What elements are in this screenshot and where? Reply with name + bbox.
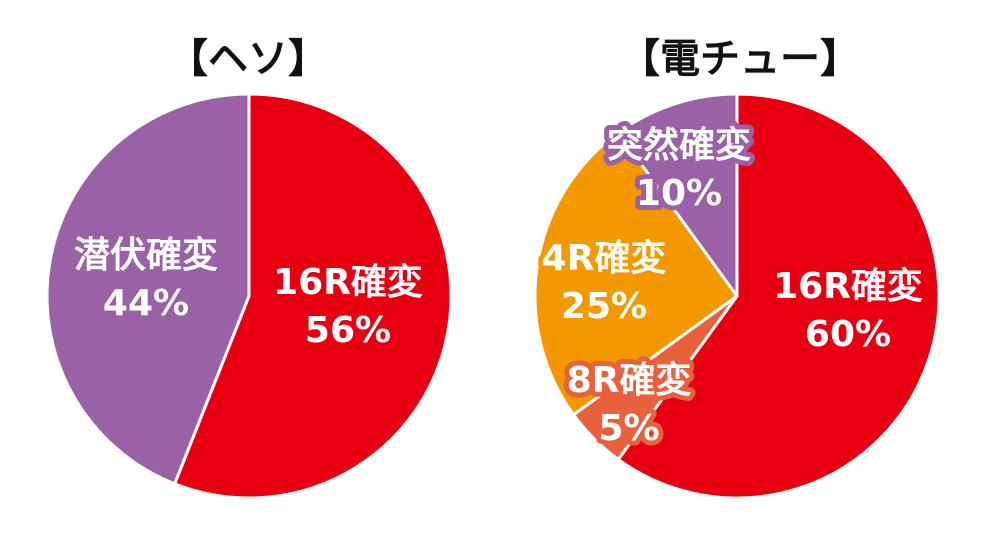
slice-value-text-halo-1-1: 5%: [598, 408, 659, 449]
slice-label-0-1: 潜伏確変 44%: [74, 234, 218, 324]
slice-label-text-halo-1-1: 8R確変: [567, 359, 692, 401]
slice-label-0-0: 16R確変 56%: [273, 261, 423, 351]
pie-slice-0-1: [45, 92, 251, 486]
pie-slice-1-2: [533, 131, 739, 417]
slice-label-1-0: 16R確変 60%: [773, 265, 923, 355]
slice-value-text-halo-1-3: 10%: [636, 173, 722, 214]
slice-value-text-0-1: 44%: [103, 283, 189, 324]
slice-label-text-halo-1-2: 4R確変: [542, 237, 667, 279]
slice-value-text-1-3: 10%: [636, 173, 722, 214]
slice-label-text-0-1: 潜伏確変: [74, 234, 218, 276]
slice-label-text-halo-1-3: 突然確変: [607, 124, 751, 166]
slice-label-text-1-3: 突然確変: [607, 124, 751, 166]
slice-value-text-halo-1-2: 25%: [561, 286, 647, 327]
slice-value-text-1-0: 60%: [805, 314, 891, 355]
slice-label-text-1-2: 4R確変: [542, 237, 667, 279]
pie-chart-1: 16R確変60%8R確変8R確変5%5%4R確変4R確変25%25%突然確変突然…: [533, 92, 941, 500]
chart-title-denchu: 【電チュー】: [620, 36, 860, 82]
slice-label-text-1-1: 8R確変: [567, 359, 692, 401]
chart-title-heso: 【ヘソ】: [168, 36, 328, 82]
slice-value-text-0-0: 56%: [305, 310, 391, 351]
slice-label-text-1-0: 16R確変: [773, 265, 923, 307]
slice-value-text-1-2: 25%: [561, 286, 647, 327]
slice-value-text-1-1: 5%: [598, 408, 659, 449]
pie-chart-0: 16R確変 56% 潜伏確変 44%: [45, 92, 453, 500]
pie-slice-1-0: [616, 92, 941, 500]
slice-label-text-0-0: 16R確変: [273, 261, 423, 303]
pie-slice-0-0: [173, 92, 453, 500]
pie-slice-1-3: [616, 92, 739, 298]
